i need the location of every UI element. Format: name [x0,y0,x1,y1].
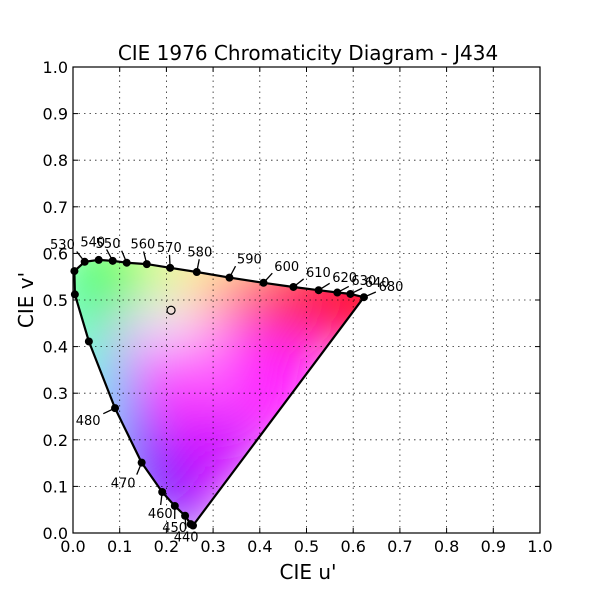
x-tick-label: 0.6 [340,537,365,556]
y-tick-label: 0.8 [43,151,68,170]
locus-point [333,288,342,297]
locus-point [170,501,179,510]
wavelength-label: 640 [365,276,390,291]
wavelength-label: 580 [187,245,212,260]
wavelength-label: 460 [148,507,173,522]
y-tick-label: 0.9 [43,105,68,124]
x-axis: 0.0 0.1 0.2 0.3 0.4 0.5 0.6 0.7 0.8 0.9 1.0 [60,67,553,556]
wavelength-label: 570 [157,241,182,256]
wavelength-label: 540 [80,236,105,251]
y-tick-label: 0.1 [43,477,68,496]
wavelength-label: 450 [162,521,187,536]
x-tick-label: 0.5 [294,537,319,556]
wavelength-label: 620 [332,271,357,286]
wavelength-label: 530 [50,238,75,253]
locus-point [181,511,190,520]
locus-point [158,487,167,496]
x-tick-label: 0.2 [154,537,179,556]
chart-title: CIE 1976 Chromaticity Diagram - J434 [118,41,498,65]
locus-point [70,267,79,276]
wavelength-label: 470 [111,476,136,491]
y-tick-label: 0.6 [43,244,68,263]
wavelength-label: 440 [174,531,199,546]
locus-point [84,337,93,346]
locus-point [80,257,89,266]
y-tick-label: 0.4 [43,338,68,357]
x-tick-label: 0.9 [481,537,506,556]
y-tick-label: 0.5 [43,291,68,310]
wavelength-label: 560 [130,238,155,253]
locus-point [122,258,131,267]
wavelength-label: 610 [306,266,331,281]
locus-point [192,268,201,277]
x-tick-label: 0.1 [107,537,132,556]
locus-point [142,260,151,269]
wavelength-label: 550 [96,237,121,252]
locus-point [94,255,103,264]
y-tick-label: 0.2 [43,431,68,450]
wavelength-label: 630 [351,274,376,289]
wavelength-label: 480 [76,414,101,429]
spectral-locus-points [70,255,368,530]
y-tick-label: 1.0 [43,58,68,77]
wavelength-label: 680 [379,280,404,295]
x-tick-label: 0.3 [200,537,225,556]
locus-point [108,256,117,265]
y-tick-label: 0.0 [43,524,68,543]
x-tick-label: 0.0 [60,537,85,556]
y-tick-label: 0.3 [43,384,68,403]
locus-point [359,293,368,302]
x-tick-label: 1.0 [527,537,552,556]
locus-point [289,282,298,291]
x-tick-label: 0.7 [387,537,412,556]
locus-point [314,286,323,295]
wavelength-label: 590 [237,252,262,267]
locus-point [346,289,355,298]
locus-point [225,273,234,282]
y-axis-label: CIE v' [14,272,38,328]
y-tick-label: 0.7 [43,198,68,217]
locus-point [166,263,175,272]
grid [73,67,540,533]
locus-point [111,404,120,413]
x-axis-label: CIE u' [279,560,336,584]
x-tick-label: 0.4 [247,537,272,556]
locus-point [70,290,79,299]
x-tick-label: 0.8 [434,537,459,556]
white-point-marker [166,305,176,315]
locus-point [137,458,146,467]
y-axis: 0.0 0.1 0.2 0.3 0.4 0.5 0.6 0.7 0.8 0.9 1.0 [43,58,540,543]
wavelength-label: 600 [274,260,299,275]
locus-point [186,520,195,529]
locus-point [259,278,268,287]
